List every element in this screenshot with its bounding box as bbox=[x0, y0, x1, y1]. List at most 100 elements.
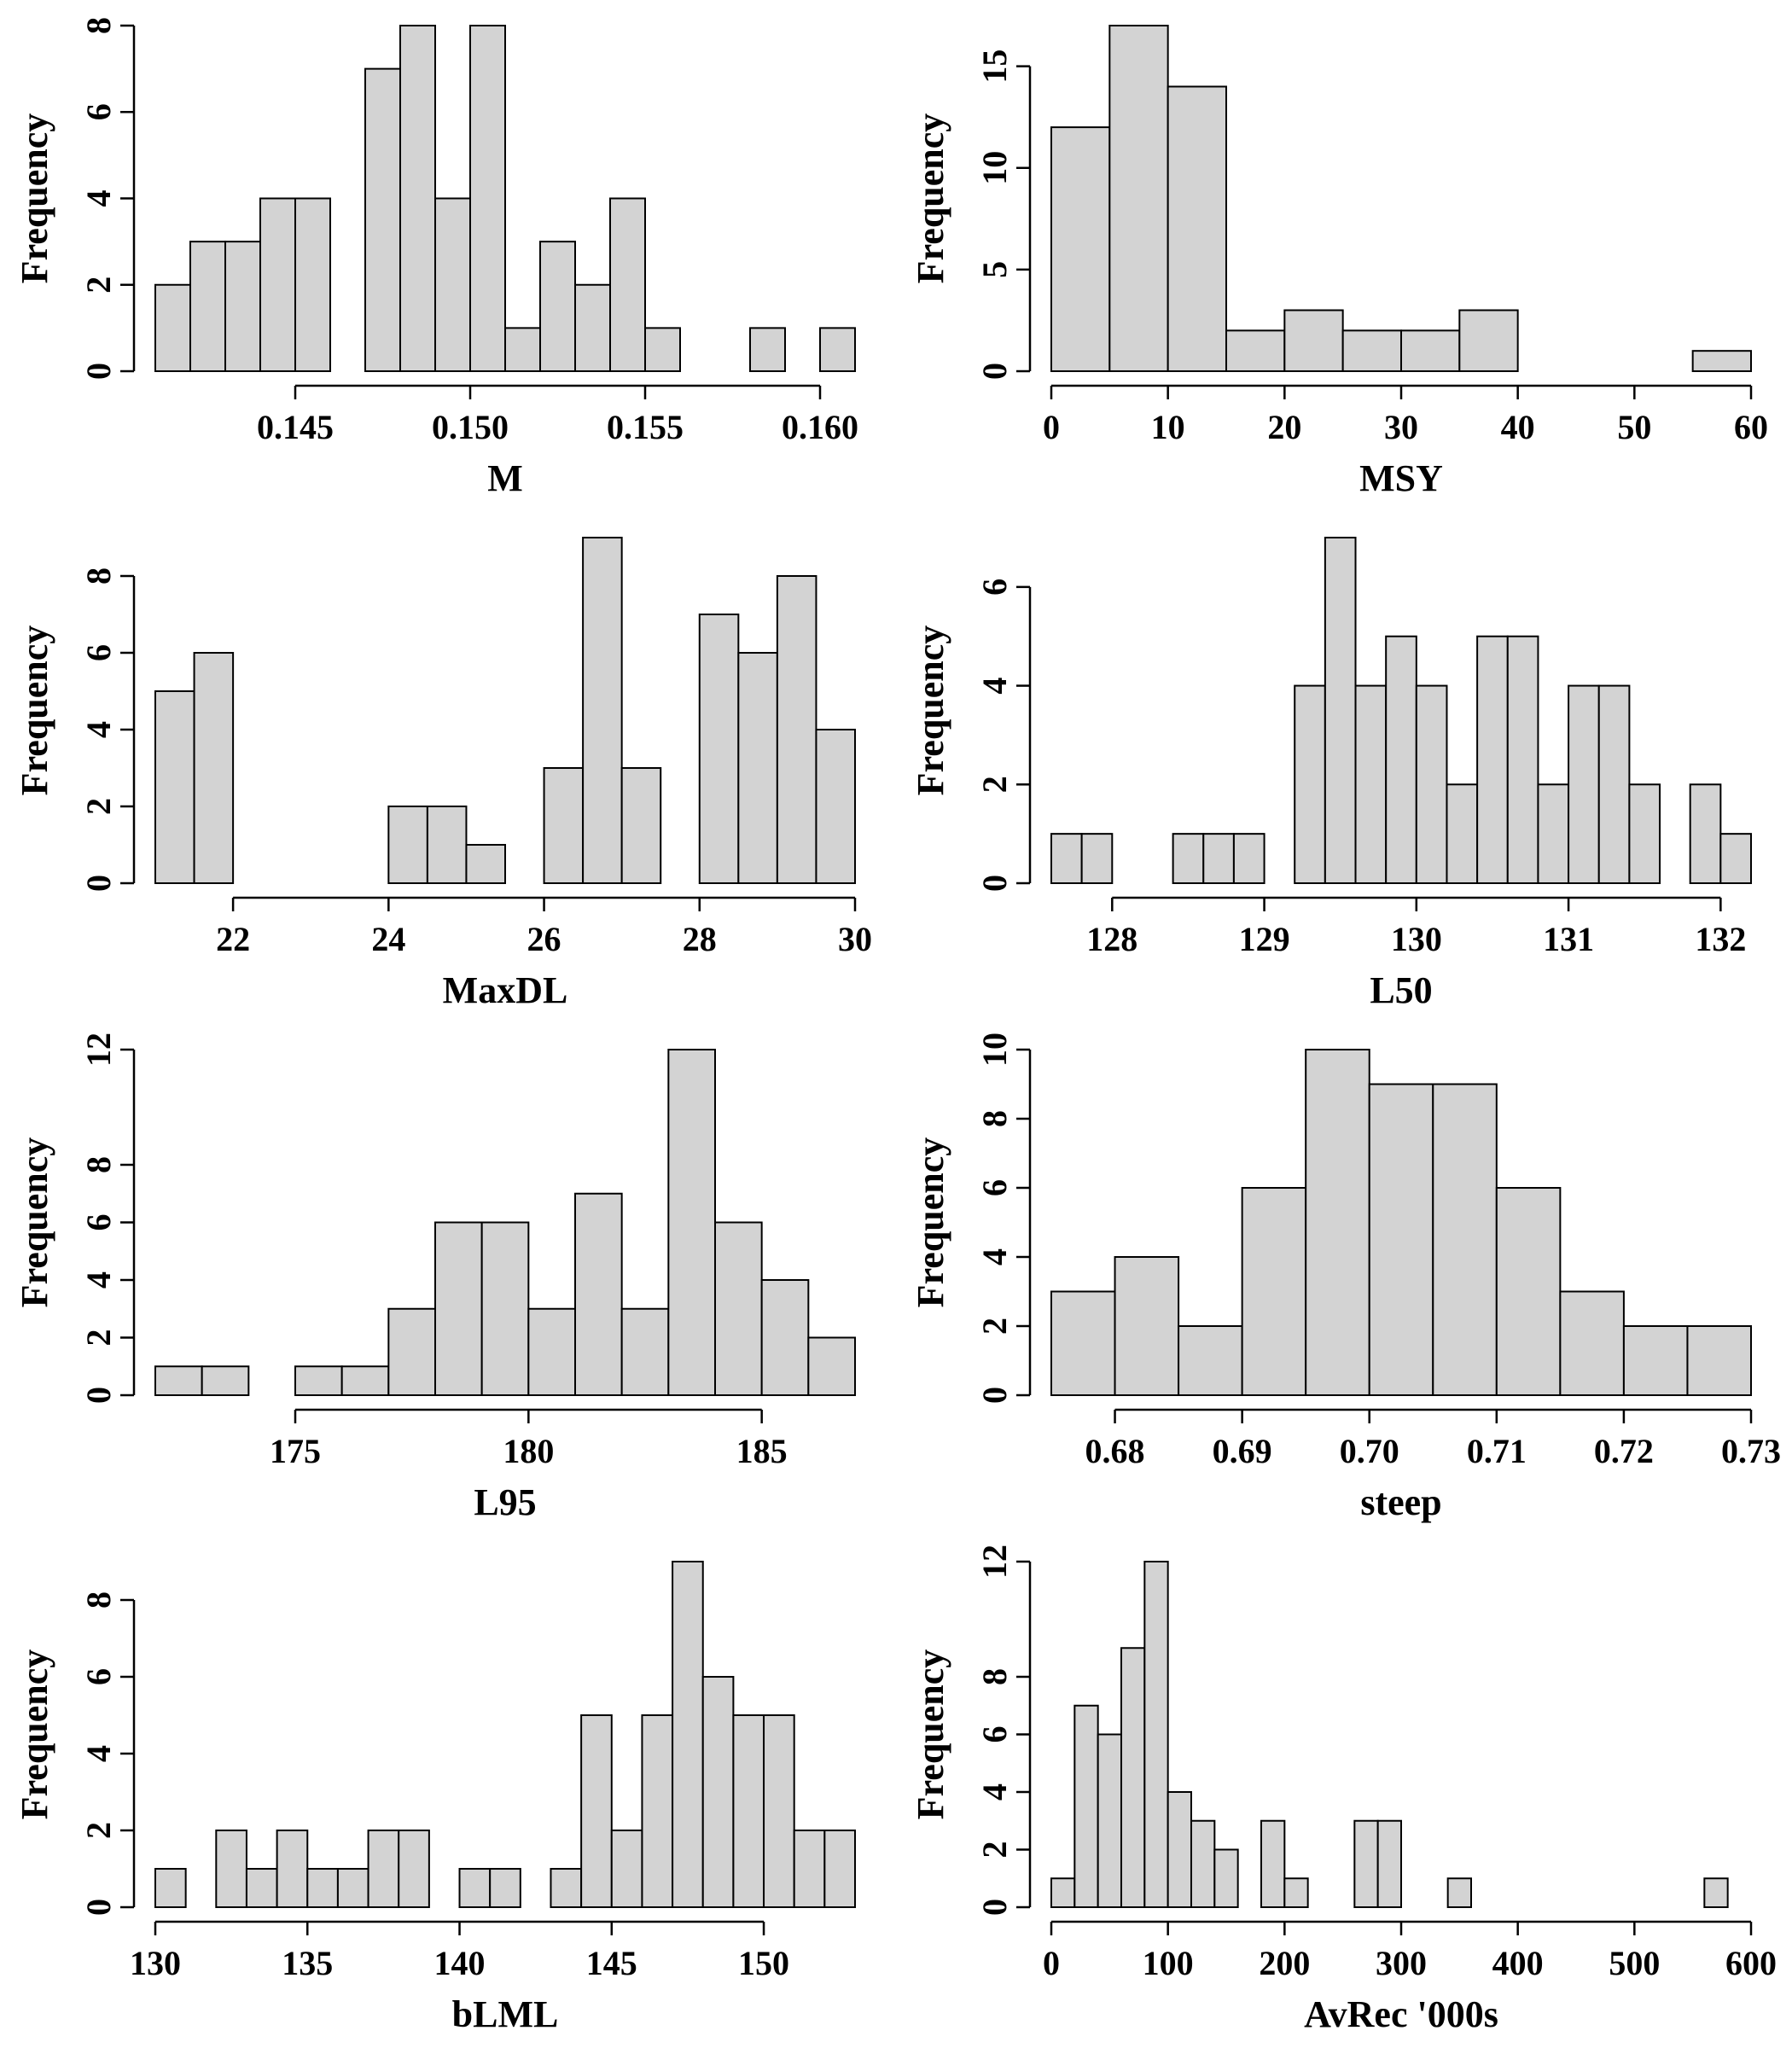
histogram-bar bbox=[1167, 85, 1227, 373]
y-tick-label: 8 bbox=[79, 1156, 118, 1173]
histogram-bar bbox=[154, 1365, 203, 1396]
y-tick-label: 0 bbox=[975, 1899, 1014, 1916]
histogram-bar bbox=[1283, 1877, 1309, 1908]
x-tick-label: 600 bbox=[1725, 1944, 1777, 1982]
histogram-bar bbox=[1415, 684, 1448, 884]
histogram-panel-4: 128 129 130 131 132 0 2 4 6 L50 Frequency bbox=[910, 537, 1752, 1011]
y-tick-label: 2 bbox=[79, 1822, 118, 1839]
y-axis-title: Frequency bbox=[14, 625, 55, 796]
histogram-bar bbox=[1050, 1290, 1116, 1396]
histogram-bar bbox=[1537, 783, 1570, 884]
y-tick-label: 2 bbox=[975, 1841, 1014, 1859]
histogram-bar bbox=[698, 614, 740, 884]
histogram-bar bbox=[1446, 1877, 1472, 1908]
x-tick-label: 22 bbox=[216, 920, 250, 958]
histogram-bar bbox=[1202, 833, 1235, 885]
histogram-bar bbox=[224, 241, 261, 372]
y-tick-label: 5 bbox=[975, 261, 1014, 278]
histogram-bar bbox=[1703, 1877, 1729, 1908]
y-tick-label: 4 bbox=[975, 1783, 1014, 1801]
histogram-bar bbox=[1143, 1561, 1169, 1908]
x-tick-label: 129 bbox=[1239, 920, 1290, 958]
y-tick-label: 0 bbox=[79, 1387, 118, 1404]
histogram-bar bbox=[154, 283, 191, 372]
x-tick-label: 0.145 bbox=[257, 408, 334, 446]
histogram-bar bbox=[398, 1830, 430, 1908]
y-tick-label: 10 bbox=[975, 151, 1014, 185]
x-tick-label: 50 bbox=[1617, 408, 1651, 446]
y-tick-label: 12 bbox=[975, 1545, 1014, 1579]
y-tick-label: 8 bbox=[975, 1110, 1014, 1127]
histogram-bar bbox=[189, 241, 226, 372]
y-tick-label: 0 bbox=[975, 1387, 1014, 1404]
y-axis-title: Frequency bbox=[910, 113, 951, 284]
y-tick-label: 15 bbox=[975, 49, 1014, 84]
x-tick-label: 0.73 bbox=[1721, 1432, 1781, 1470]
y-tick-label: 12 bbox=[79, 1033, 118, 1067]
y-axis-title: Frequency bbox=[910, 1137, 951, 1308]
y-tick-label: 2 bbox=[975, 1318, 1014, 1335]
histogram-bar bbox=[387, 806, 428, 884]
y-tick-label: 2 bbox=[79, 1329, 118, 1347]
histogram-bar bbox=[620, 767, 662, 884]
histogram-bar bbox=[1073, 1704, 1099, 1908]
x-tick-label: 140 bbox=[434, 1944, 486, 1982]
y-tick-label: 4 bbox=[79, 190, 118, 207]
x-tick-label: 0.72 bbox=[1594, 1432, 1654, 1470]
x-tick-label: 24 bbox=[371, 920, 405, 958]
x-tick-label: 0.160 bbox=[782, 408, 858, 446]
histogram-bar bbox=[667, 1049, 716, 1396]
x-tick-label: 130 bbox=[130, 1944, 181, 1982]
histogram-panel-2: 0 10 20 30 40 50 60 0 5 10 15 MSY Frequency bbox=[910, 25, 1768, 499]
histogram-bar bbox=[1097, 1733, 1122, 1908]
histogram-bar bbox=[644, 327, 681, 372]
histogram-bar bbox=[1376, 1819, 1402, 1908]
x-tick-label: 28 bbox=[683, 920, 717, 958]
histogram-bar bbox=[776, 575, 817, 884]
histogram-bar bbox=[306, 1868, 339, 1908]
y-tick-label: 0 bbox=[975, 363, 1014, 380]
histogram-panel-6: 0.68 0.69 0.70 0.71 0.72 0.73 0 2 4 6 8 10 steep Freq… bbox=[910, 1033, 1781, 1523]
histogram-bar bbox=[387, 1307, 437, 1396]
histogram-bar bbox=[714, 1221, 763, 1396]
histogram-bar bbox=[399, 25, 436, 372]
histogram-bar bbox=[469, 25, 506, 372]
histogram-bar bbox=[1294, 684, 1326, 884]
histogram-bar bbox=[815, 729, 857, 884]
histogram-bar bbox=[582, 537, 623, 884]
y-tick-label: 2 bbox=[79, 276, 118, 294]
y-tick-label: 6 bbox=[79, 1214, 118, 1231]
x-axis-title: MaxDL bbox=[443, 969, 568, 1011]
histogram-bar bbox=[340, 1365, 390, 1396]
histogram-bar bbox=[215, 1830, 247, 1908]
histogram-bar bbox=[489, 1868, 521, 1908]
y-tick-label: 4 bbox=[79, 721, 118, 738]
histogram-bar bbox=[539, 241, 576, 372]
y-tick-label: 8 bbox=[79, 1591, 118, 1609]
y-axis-title: Frequency bbox=[14, 1137, 55, 1308]
x-tick-label: 0.69 bbox=[1213, 1432, 1272, 1470]
y-tick-label: 4 bbox=[975, 1248, 1014, 1265]
histogram-bar bbox=[367, 1830, 400, 1908]
x-axis-title: M bbox=[487, 457, 523, 499]
x-tick-label: 60 bbox=[1734, 408, 1768, 446]
y-axis-title: Frequency bbox=[14, 113, 55, 284]
histogram-bar bbox=[434, 197, 471, 372]
histogram-bar bbox=[336, 1868, 369, 1908]
histogram-bar bbox=[154, 1868, 187, 1908]
x-tick-label: 30 bbox=[838, 920, 872, 958]
x-tick-label: 0.71 bbox=[1467, 1432, 1527, 1470]
histogram-bar bbox=[465, 844, 507, 884]
histogram-bar bbox=[737, 652, 778, 884]
y-tick-label: 2 bbox=[79, 798, 118, 815]
histogram-bar bbox=[1120, 1647, 1146, 1908]
histogram-panel-5: 175 180 185 0 2 4 6 8 12 L95 Frequency bbox=[14, 1033, 856, 1523]
x-tick-label: 26 bbox=[527, 920, 561, 958]
histogram-bar bbox=[1568, 684, 1600, 884]
histogram-bar bbox=[580, 1714, 613, 1908]
x-axis-title: steep bbox=[1360, 1481, 1441, 1523]
x-tick-label: 0.70 bbox=[1340, 1432, 1399, 1470]
histogram-bar bbox=[574, 1192, 623, 1396]
